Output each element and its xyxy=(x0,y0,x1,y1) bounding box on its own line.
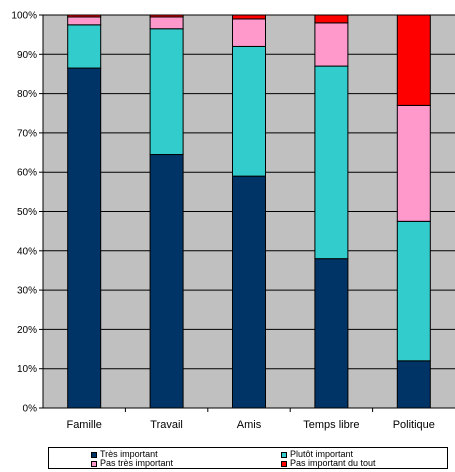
bar-segment xyxy=(149,28,184,156)
legend-swatch xyxy=(281,460,287,467)
y-tick-label: 80% xyxy=(17,89,37,100)
x-category-label: Temps libre xyxy=(303,419,359,431)
bar-segment xyxy=(396,220,431,362)
bar-segment xyxy=(396,360,431,409)
x-category-label: Amis xyxy=(237,419,262,431)
legend-entry: Plutôt important xyxy=(281,450,353,459)
bar-segment xyxy=(232,45,266,177)
legend-swatch xyxy=(91,460,97,467)
bar-segment xyxy=(314,22,349,67)
bar-segment xyxy=(67,24,102,69)
bar-segment xyxy=(314,258,349,409)
bar-segment xyxy=(314,65,349,260)
legend: Très important Plutôt important Pas très… xyxy=(48,447,448,469)
bar-segment xyxy=(314,14,349,24)
legend-label: Pas important du tout xyxy=(290,458,376,468)
y-axis-ticks: 0% 10% 20% 30% 40% 50% 60% 70% 80% 90% 100% xyxy=(11,11,43,415)
stacked-bar-chart: 0% 10% 20% 30% 40% 50% 60% 70% 80% 90% 100% Famill… xyxy=(11,11,455,431)
bar-segment xyxy=(149,14,184,18)
bar-segment xyxy=(67,16,102,26)
y-tick-label: 10% xyxy=(17,364,37,375)
legend-swatch xyxy=(281,451,287,458)
x-category-label: Politique xyxy=(393,419,435,431)
bar-segment xyxy=(232,18,266,47)
legend-entry: Très important xyxy=(91,450,158,459)
bar-segment xyxy=(396,14,431,106)
x-category-label: Travail xyxy=(150,419,183,431)
bar-segment xyxy=(232,14,266,20)
legend-swatch xyxy=(91,451,97,458)
x-axis-labels: Famille Travail Amis Temps libre Politique xyxy=(66,408,435,431)
bar-segment xyxy=(232,175,266,409)
y-tick-label: 70% xyxy=(17,128,37,139)
y-tick-label: 0% xyxy=(23,404,38,415)
y-tick-label: 100% xyxy=(11,11,37,22)
legend-label: Pas très important xyxy=(100,458,174,468)
bar-segment xyxy=(149,154,184,409)
legend-label: Plutôt important xyxy=(290,449,354,459)
bar-segment xyxy=(396,104,431,222)
legend-label: Très important xyxy=(100,449,158,459)
y-tick-label: 30% xyxy=(17,286,37,297)
bar-segment xyxy=(149,16,184,30)
bar-segment xyxy=(67,14,102,18)
legend-entry: Pas important du tout xyxy=(281,459,376,468)
y-tick-label: 20% xyxy=(17,325,37,336)
y-tick-label: 90% xyxy=(17,50,37,61)
bars xyxy=(67,14,431,409)
y-tick-label: 40% xyxy=(17,246,37,257)
legend-entry: Pas très important xyxy=(91,459,173,468)
y-tick-label: 50% xyxy=(17,207,37,218)
x-category-label: Famille xyxy=(66,419,101,431)
y-tick-label: 60% xyxy=(17,168,37,179)
bar-segment xyxy=(67,67,102,409)
